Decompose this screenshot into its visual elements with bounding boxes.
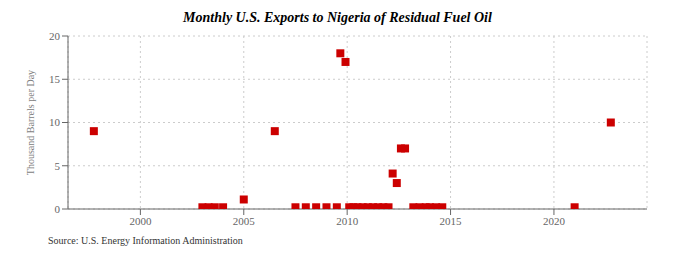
svg-text:2015: 2015 [440,215,463,227]
svg-text:2000: 2000 [129,215,152,227]
svg-text:2010: 2010 [336,215,359,227]
svg-text:0: 0 [55,203,61,215]
svg-text:20: 20 [49,30,61,42]
svg-text:2020: 2020 [543,215,566,227]
html-text:Monthly U.S. Exports to Nigeri: Monthly U.S. Exports to Nigeria of Resid… [183,10,492,25]
html-text:Source: U.S. Energy Informatio: Source: U.S. Energy Information Administ… [48,235,243,246]
svg-text:2005: 2005 [233,215,256,227]
svg-text:5: 5 [55,160,61,172]
svg-text:15: 15 [49,73,61,85]
svg-text:10: 10 [49,116,61,128]
svg-text:Thousand Barrels per Day: Thousand Barrels per Day [25,70,36,175]
